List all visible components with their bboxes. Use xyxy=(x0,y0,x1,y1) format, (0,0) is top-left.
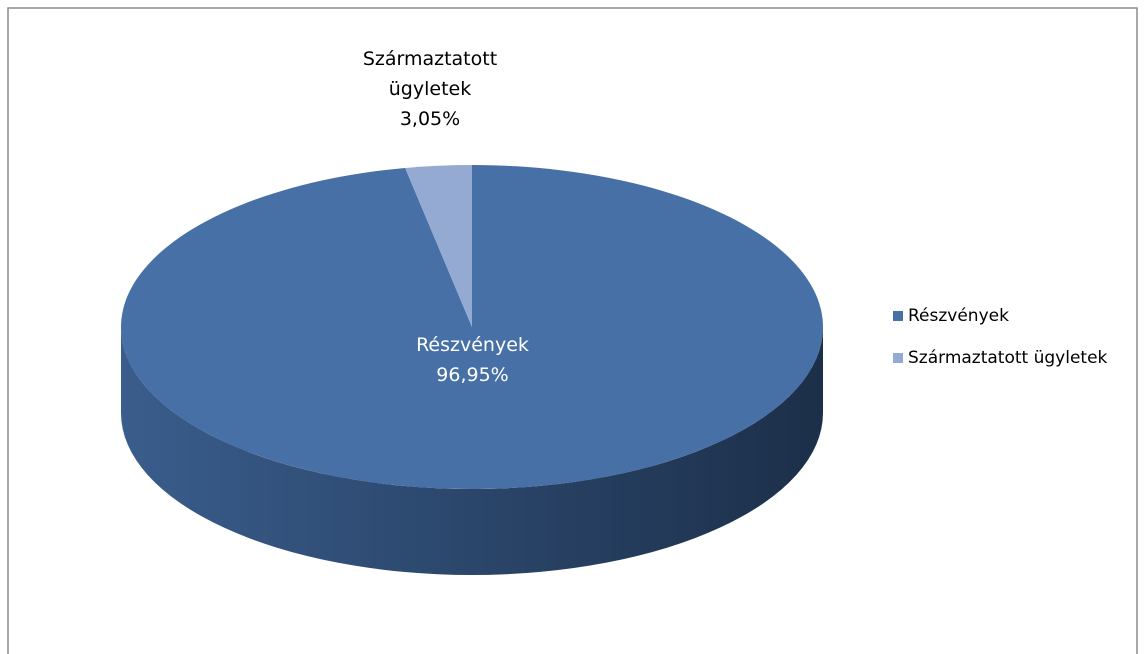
label-category: Részvények xyxy=(416,334,529,356)
legend-swatch xyxy=(893,353,903,363)
pie-slice xyxy=(405,165,472,327)
pie-side xyxy=(121,327,823,575)
label-value: 3,05% xyxy=(399,108,461,130)
legend-label: Származtatott ügyletek xyxy=(908,348,1108,368)
legend-swatch xyxy=(893,311,903,321)
data-label: Részvények 96,95% xyxy=(360,330,585,390)
data-label: Származtatott ügyletek 3,05% xyxy=(345,44,515,134)
legend-label: Részvények xyxy=(908,306,1009,326)
label-category: Származtatott ügyletek xyxy=(362,48,498,100)
chart-frame xyxy=(7,7,1138,654)
label-value: 96,95% xyxy=(436,364,509,386)
